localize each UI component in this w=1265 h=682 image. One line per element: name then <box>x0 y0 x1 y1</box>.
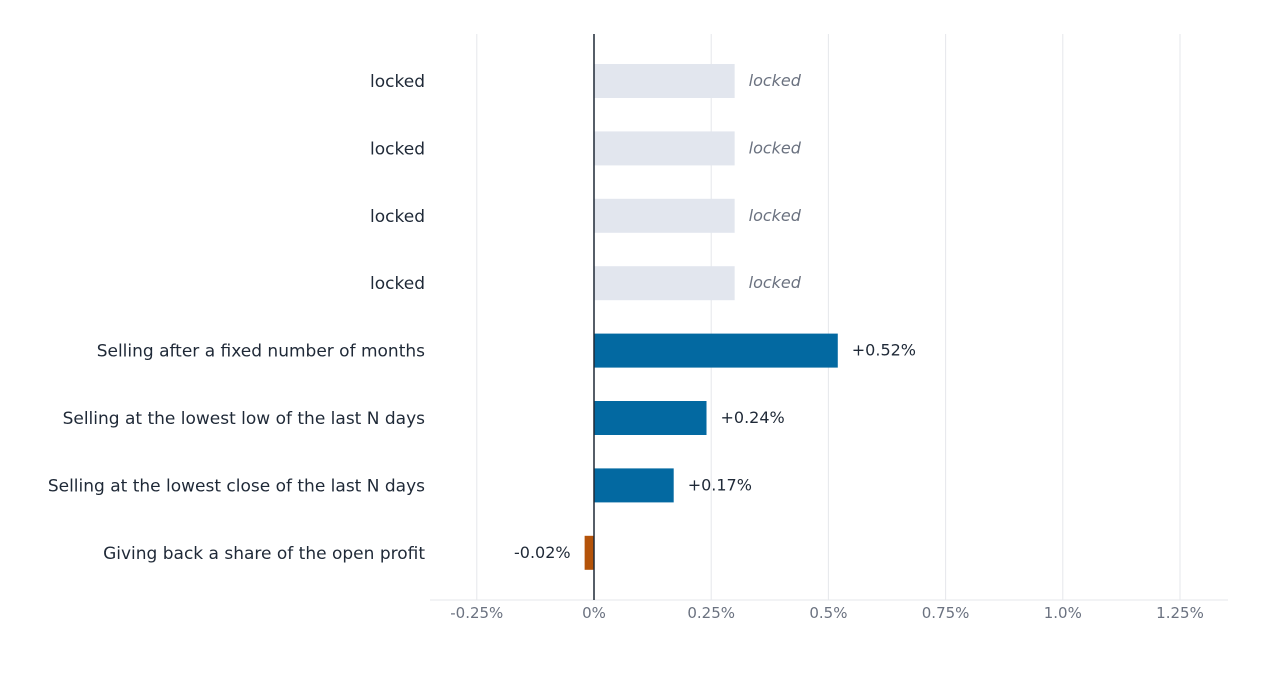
bars <box>584 64 838 570</box>
category-label: locked <box>370 274 425 294</box>
x-tick-label: 0.75% <box>922 604 970 622</box>
locked-bar <box>594 131 735 166</box>
labels: -0.25% 0% 0.25% 0.5% 0.75% 1.0% 1.25% locked loc… <box>48 71 1204 622</box>
category-label: locked <box>370 207 425 227</box>
value-label: +0.17% <box>688 475 752 494</box>
category-label: Giving back a share of the open profit <box>103 544 425 564</box>
bar <box>594 333 838 368</box>
value-label: +0.52% <box>852 341 916 360</box>
locked-bar <box>594 198 735 233</box>
grid-lines <box>476 34 1181 600</box>
bar <box>594 468 674 503</box>
x-tick-label: 0.25% <box>687 604 735 622</box>
x-tick-label: 1.0% <box>1044 604 1082 622</box>
category-label: locked <box>370 72 425 92</box>
locked-value-label: locked <box>749 273 802 292</box>
value-label: +0.24% <box>721 408 785 427</box>
bar <box>594 401 707 435</box>
x-tick-label: 0% <box>582 604 606 622</box>
axes <box>430 34 1228 601</box>
locked-value-label: locked <box>749 206 802 225</box>
category-label: Selling at the lowest low of the last N … <box>63 409 426 429</box>
locked-value-label: locked <box>749 71 802 90</box>
value-label: -0.02% <box>514 543 571 562</box>
category-label: Selling after a fixed number of months <box>97 342 425 362</box>
locked-bar <box>594 266 735 301</box>
x-tick-label: 1.25% <box>1156 604 1204 622</box>
x-tick-label: -0.25% <box>450 604 503 622</box>
bar <box>584 535 594 570</box>
category-label: Selling at the lowest close of the last … <box>48 476 425 496</box>
locked-value-label: locked <box>749 138 802 157</box>
x-tick-label: 0.5% <box>809 604 847 622</box>
locked-bar <box>594 64 735 98</box>
category-label: locked <box>370 139 425 159</box>
